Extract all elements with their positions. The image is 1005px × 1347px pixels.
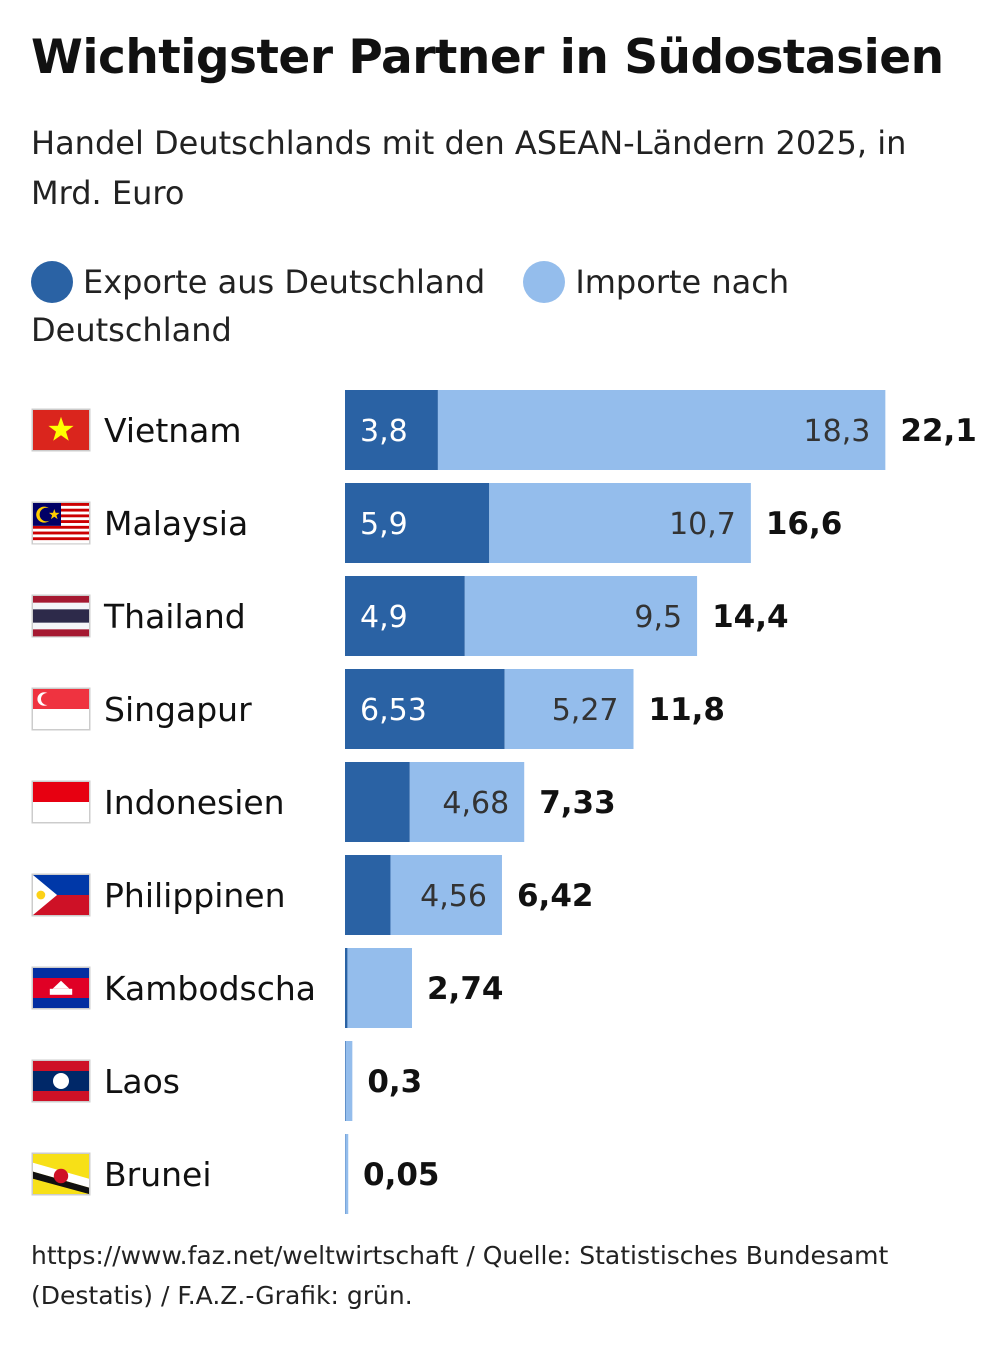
thailand-flag-icon — [31, 594, 91, 638]
total-value-label-6: 2,74 — [427, 971, 504, 1007]
category-label-6: Kambodscha — [104, 969, 316, 1008]
cambodia-flag-icon — [31, 966, 91, 1010]
import-value-label-4: 4,68 — [442, 786, 509, 821]
vietnam-flag-icon — [31, 408, 91, 452]
export-bar-1 — [345, 483, 490, 563]
chart-title: Wichtigster Partner in Südostasien — [31, 30, 944, 85]
singapore-flag-icon — [31, 687, 91, 731]
import-bar-3 — [504, 669, 634, 749]
legend: Exporte aus Deutschland Importe nach Deu… — [31, 258, 931, 354]
source-footer: https://www.faz.net/weltwirtschaft / Que… — [31, 1241, 889, 1310]
export-value-label-3: 6,53 — [360, 693, 427, 728]
chart-subtitle: Handel Deutschlands mit den ASEAN-Länder… — [31, 124, 907, 212]
legend-swatch-exports — [31, 261, 73, 303]
export-value-label-1: 5,9 — [360, 507, 408, 542]
category-label-3: Singapur — [104, 690, 252, 729]
category-label-4: Indonesien — [104, 783, 285, 822]
import-bar-4 — [409, 762, 525, 842]
total-value-label-7: 0,3 — [367, 1064, 422, 1100]
category-label-7: Laos — [104, 1062, 180, 1101]
total-value-label-2: 14,4 — [712, 599, 789, 635]
import-value-label-1: 10,7 — [669, 507, 736, 542]
legend-swatch-imports — [523, 261, 566, 303]
export-bar-0 — [345, 390, 438, 470]
import-value-label-2: 9,5 — [634, 600, 682, 635]
import-value-label-3: 5,27 — [552, 693, 619, 728]
legend-item-imports: Importe nach Deutschland — [31, 261, 790, 349]
category-label-0: Vietnam — [104, 411, 242, 450]
total-value-label-8: 0,05 — [363, 1157, 440, 1193]
malaysia-flag-icon — [31, 501, 91, 545]
export-bar-6 — [345, 948, 348, 1028]
import-bar-5 — [390, 855, 502, 935]
bar-chart: Vietnam 3,8 18,3 22,1 Malaysia 5,9 10,7 16,6 Tha… — [31, 390, 977, 1214]
import-bar-6 — [347, 948, 412, 1028]
import-bar-1 — [489, 483, 751, 563]
import-bar-7 — [345, 1041, 353, 1121]
total-value-label-0: 22,1 — [900, 413, 977, 449]
export-value-label-2: 4,9 — [360, 600, 408, 635]
indonesia-flag-icon — [31, 780, 91, 824]
import-bar-8 — [345, 1134, 349, 1214]
total-value-label-4: 7,33 — [539, 785, 616, 821]
category-label-1: Malaysia — [104, 504, 248, 543]
export-bar-5 — [345, 855, 391, 935]
philippines-flag-icon — [31, 873, 91, 917]
import-bar-2 — [464, 576, 698, 656]
category-label-5: Philippinen — [104, 876, 286, 915]
brunei-flag-icon — [31, 1152, 91, 1196]
export-bar-3 — [345, 669, 505, 749]
laos-flag-icon — [31, 1059, 91, 1103]
import-value-label-5: 4,56 — [420, 879, 487, 914]
import-bar-0 — [437, 390, 886, 470]
export-bar-2 — [345, 576, 465, 656]
import-value-label-0: 18,3 — [804, 414, 871, 449]
total-value-label-3: 11,8 — [649, 692, 726, 728]
category-label-2: Thailand — [103, 597, 246, 636]
export-value-label-0: 3,8 — [360, 414, 408, 449]
total-value-label-1: 16,6 — [766, 506, 843, 542]
legend-label-exports: Exporte aus Deutschland — [83, 263, 486, 301]
export-bar-4 — [345, 762, 410, 842]
legend-label-imports: Importe nach Deutschland — [31, 263, 790, 349]
category-label-8: Brunei — [104, 1155, 212, 1194]
legend-item-exports: Exporte aus Deutschland — [31, 261, 495, 303]
total-value-label-5: 6,42 — [517, 878, 594, 914]
